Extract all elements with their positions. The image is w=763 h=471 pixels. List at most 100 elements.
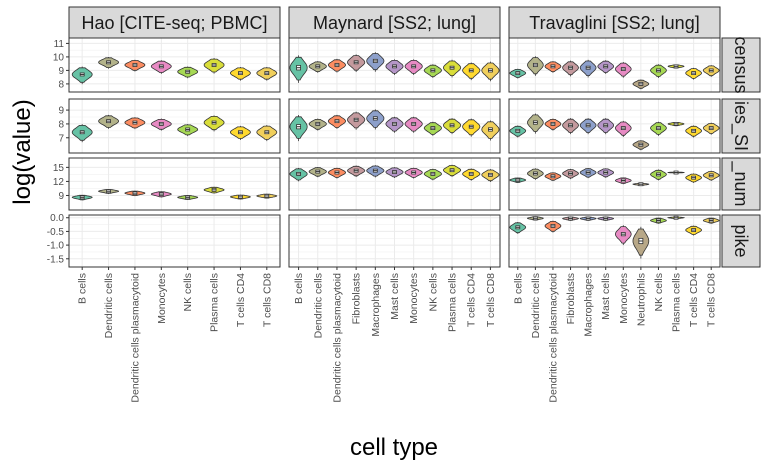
violin bbox=[667, 122, 685, 127]
violin bbox=[685, 67, 702, 80]
x-tick-label: Plasma cells bbox=[209, 273, 221, 332]
violin bbox=[667, 215, 685, 220]
panel-border bbox=[68, 98, 281, 154]
violin bbox=[347, 54, 366, 73]
violin bbox=[229, 194, 251, 200]
column-strip-background bbox=[68, 6, 281, 39]
violin bbox=[702, 65, 720, 77]
violin bbox=[124, 190, 146, 197]
violin bbox=[544, 118, 562, 131]
y-tick-label: 12 bbox=[53, 177, 65, 188]
violin bbox=[685, 173, 702, 183]
x-tick-label: Dendritic cells plasmacytoid bbox=[547, 273, 559, 403]
column-strip-label: Maynard [SS2; lung] bbox=[313, 13, 476, 33]
violin bbox=[150, 118, 172, 131]
violin bbox=[203, 115, 225, 132]
violin bbox=[308, 118, 327, 131]
violin bbox=[527, 216, 544, 221]
x-tick-label: Macrophages bbox=[583, 273, 595, 337]
x-tick-label: Monocytes bbox=[618, 273, 630, 324]
violin bbox=[256, 193, 278, 199]
violin bbox=[667, 170, 685, 175]
panel-border bbox=[508, 214, 721, 268]
panel-border bbox=[68, 157, 281, 211]
violin bbox=[289, 114, 308, 142]
panel-border bbox=[68, 214, 281, 268]
violin bbox=[527, 113, 544, 134]
x-tick-label: NK cells bbox=[427, 273, 439, 312]
violin bbox=[544, 61, 562, 73]
x-tick-label: T cells CD4 bbox=[688, 273, 700, 327]
column-strip-background bbox=[508, 6, 721, 39]
y-tick-label: 10 bbox=[53, 52, 65, 63]
row-strip-label: census bbox=[731, 36, 751, 93]
violin bbox=[347, 111, 366, 130]
violin bbox=[442, 59, 462, 78]
row-strip: _num bbox=[721, 157, 761, 211]
panel-border bbox=[288, 37, 501, 93]
panel-background bbox=[69, 158, 280, 210]
facet-panel: 7 8 9 bbox=[58, 98, 281, 154]
violin bbox=[579, 216, 597, 221]
violin bbox=[423, 64, 442, 78]
violin bbox=[150, 191, 172, 198]
y-tick-label: -0.5 bbox=[47, 227, 65, 238]
panel-border bbox=[288, 98, 501, 154]
violin bbox=[462, 62, 481, 81]
violin bbox=[256, 125, 278, 142]
panel-background bbox=[509, 38, 720, 92]
violin bbox=[442, 118, 462, 135]
x-tick-label: B cells bbox=[293, 273, 305, 304]
violin bbox=[289, 167, 308, 182]
violin bbox=[385, 59, 404, 75]
x-tick-label: Neutrophils bbox=[635, 273, 647, 326]
column-strip: Maynard [SS2; lung] bbox=[288, 6, 501, 39]
facet-panel bbox=[508, 214, 721, 268]
x-tick-label: Dendritic cells plasmacytoid bbox=[331, 273, 343, 403]
violin bbox=[308, 167, 327, 178]
row-strip-background bbox=[721, 157, 761, 211]
facet-panel: 8 9 10 11 bbox=[53, 37, 281, 93]
facet-panel: 9 12 15 bbox=[53, 157, 281, 211]
column-strip-background bbox=[288, 6, 501, 39]
violin bbox=[366, 52, 385, 72]
violin bbox=[404, 59, 423, 75]
violin bbox=[347, 165, 366, 178]
violin bbox=[177, 124, 199, 137]
violin bbox=[385, 116, 404, 133]
violin bbox=[385, 167, 404, 179]
violin bbox=[632, 79, 650, 90]
panel-border bbox=[508, 98, 721, 154]
violin bbox=[579, 118, 597, 135]
violin bbox=[509, 221, 527, 234]
violin bbox=[650, 217, 667, 224]
violin bbox=[702, 170, 720, 181]
facet-panel bbox=[288, 98, 501, 154]
violin bbox=[481, 61, 500, 82]
facet-panel bbox=[288, 214, 501, 268]
column-strip: Hao [CITE-seq; PBMC] bbox=[68, 6, 281, 39]
violin bbox=[597, 168, 615, 178]
y-tick-label: 8 bbox=[58, 119, 64, 130]
y-tick-label: 9 bbox=[58, 106, 64, 117]
violin bbox=[562, 168, 579, 180]
violin bbox=[632, 140, 650, 151]
violin bbox=[327, 114, 347, 129]
violin bbox=[650, 64, 667, 78]
violin bbox=[685, 125, 702, 138]
x-tick-label: Dendritic cells bbox=[312, 273, 324, 338]
violin bbox=[98, 114, 120, 129]
x-tick-label: Monocytes bbox=[156, 273, 168, 324]
facet-panel bbox=[508, 37, 721, 93]
violin bbox=[327, 167, 347, 179]
violin bbox=[544, 220, 562, 233]
y-tick-label: 15 bbox=[53, 163, 65, 174]
violin bbox=[71, 194, 93, 201]
x-tick-label: Mast cells bbox=[600, 273, 612, 320]
y-tick-label: -1.5 bbox=[47, 254, 65, 265]
violin bbox=[597, 118, 615, 135]
y-tick-label: 9 bbox=[58, 66, 64, 77]
panel-background bbox=[509, 158, 720, 210]
y-tick-label: 9 bbox=[58, 191, 64, 202]
